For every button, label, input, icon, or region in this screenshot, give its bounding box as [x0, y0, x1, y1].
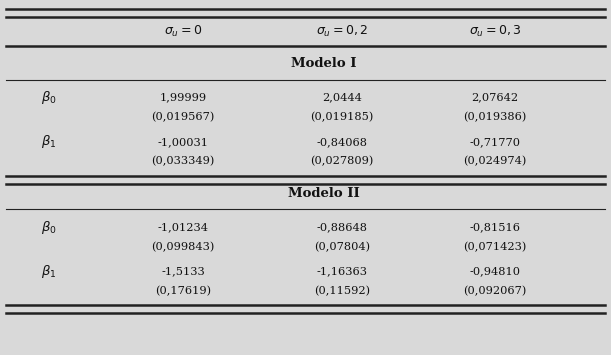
Text: (0,11592): (0,11592)	[314, 286, 370, 296]
Text: (0,092067): (0,092067)	[463, 286, 527, 296]
Text: -0,84068: -0,84068	[316, 137, 368, 147]
Text: -1,5133: -1,5133	[161, 267, 205, 277]
Text: -0,88648: -0,88648	[316, 222, 368, 232]
Text: -0,81516: -0,81516	[469, 222, 521, 232]
Text: (0,17619): (0,17619)	[155, 286, 211, 296]
Text: -0,71770: -0,71770	[469, 137, 521, 147]
Text: (0,019567): (0,019567)	[152, 112, 215, 122]
Text: $\sigma_u = 0$: $\sigma_u = 0$	[164, 24, 202, 39]
Text: (0,099843): (0,099843)	[152, 241, 215, 252]
Text: Modelo I: Modelo I	[291, 58, 357, 70]
Text: 2,0444: 2,0444	[322, 93, 362, 103]
Text: Modelo II: Modelo II	[288, 187, 360, 200]
Text: $\sigma_u = 0,3$: $\sigma_u = 0,3$	[469, 24, 521, 39]
Text: -1,01234: -1,01234	[158, 222, 209, 232]
Text: (0,019386): (0,019386)	[463, 112, 527, 122]
Text: $\beta_0$: $\beta_0$	[41, 219, 57, 236]
Text: -1,16363: -1,16363	[316, 267, 368, 277]
Text: -0,94810: -0,94810	[469, 267, 521, 277]
Text: $\beta_0$: $\beta_0$	[41, 89, 57, 106]
Text: 2,07642: 2,07642	[471, 93, 519, 103]
Text: $\sigma_u = 0,2$: $\sigma_u = 0,2$	[316, 24, 368, 39]
Text: (0,07804): (0,07804)	[314, 241, 370, 252]
Text: -1,00031: -1,00031	[158, 137, 209, 147]
Text: (0,024974): (0,024974)	[463, 156, 527, 167]
Text: 1,99999: 1,99999	[159, 93, 207, 103]
Text: (0,033349): (0,033349)	[152, 156, 215, 167]
Text: (0,027809): (0,027809)	[310, 156, 374, 167]
Text: $\beta_1$: $\beta_1$	[41, 133, 57, 151]
Text: (0,019185): (0,019185)	[310, 112, 374, 122]
Text: $\beta_1$: $\beta_1$	[41, 263, 57, 280]
Text: (0,071423): (0,071423)	[463, 241, 527, 252]
